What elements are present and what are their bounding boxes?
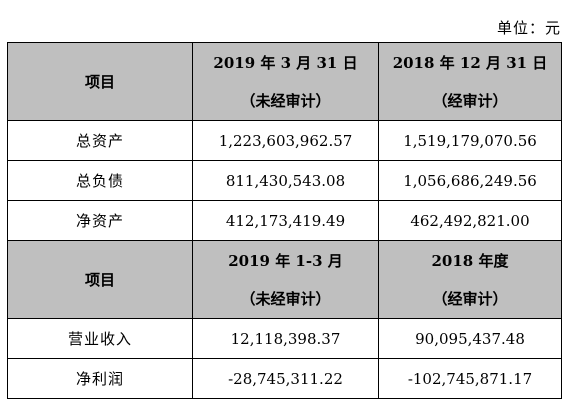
row-label: 总资产 [7, 120, 193, 161]
row-label: 净利润 [7, 358, 193, 399]
header-period-cell: 2019 年 1-3 月 （未经审计） [192, 240, 379, 319]
row-value: 1,056,686,249.56 [378, 160, 562, 201]
header-item-cell: 项目 [7, 42, 193, 121]
table-header-row-2: 项目 2019 年 1-3 月 （未经审计） 2018 年度 （经审计） [7, 240, 562, 319]
header-period-date: 2018 年度 [431, 251, 509, 270]
row-value: 811,430,543.08 [192, 160, 379, 201]
row-value: 1,519,179,070.56 [378, 120, 562, 161]
header-period-note: （经审计） [432, 91, 508, 110]
row-label: 营业收入 [7, 318, 193, 359]
header-period-date: 2018 年 12 月 31 日 [392, 53, 548, 72]
header-period-cell: 2019 年 3 月 31 日 （未经审计） [192, 42, 379, 121]
row-value: -102,745,871.17 [378, 358, 562, 399]
row-value: 1,223,603,962.57 [192, 120, 379, 161]
table-row: 总负债 811,430,543.08 1,056,686,249.56 [7, 160, 562, 201]
row-value: 412,173,419.49 [192, 200, 379, 241]
header-period-note: （经审计） [432, 289, 508, 308]
header-item-label: 项目 [84, 73, 115, 91]
row-value: -28,745,311.22 [192, 358, 379, 399]
table-row: 营业收入 12,118,398.37 90,095,437.48 [7, 318, 562, 359]
header-period-date: 2019 年 1-3 月 [228, 251, 343, 270]
header-period-cell: 2018 年 12 月 31 日 （经审计） [378, 42, 562, 121]
header-period-cell: 2018 年度 （经审计） [378, 240, 562, 319]
row-label: 总负债 [7, 160, 193, 201]
table-row: 总资产 1,223,603,962.57 1,519,179,070.56 [7, 120, 562, 161]
row-label: 净资产 [7, 200, 193, 241]
row-value: 12,118,398.37 [192, 318, 379, 359]
header-period-note: （未经审计） [240, 289, 331, 308]
unit-label: 单位：元 [496, 19, 561, 37]
table-row: 净资产 412,173,419.49 462,492,821.00 [7, 200, 562, 241]
header-period-date: 2019 年 3 月 31 日 [213, 53, 358, 72]
header-period-note: （未经审计） [240, 91, 331, 110]
table-header-row-1: 项目 2019 年 3 月 31 日 （未经审计） 2018 年 12 月 31… [7, 42, 562, 121]
financial-table: 项目 2019 年 3 月 31 日 （未经审计） 2018 年 12 月 31… [7, 42, 562, 399]
row-value: 90,095,437.48 [378, 318, 562, 359]
row-value: 462,492,821.00 [378, 200, 562, 241]
table-row: 净利润 -28,745,311.22 -102,745,871.17 [7, 358, 562, 399]
header-item-cell: 项目 [7, 240, 193, 319]
header-item-label: 项目 [84, 271, 115, 289]
